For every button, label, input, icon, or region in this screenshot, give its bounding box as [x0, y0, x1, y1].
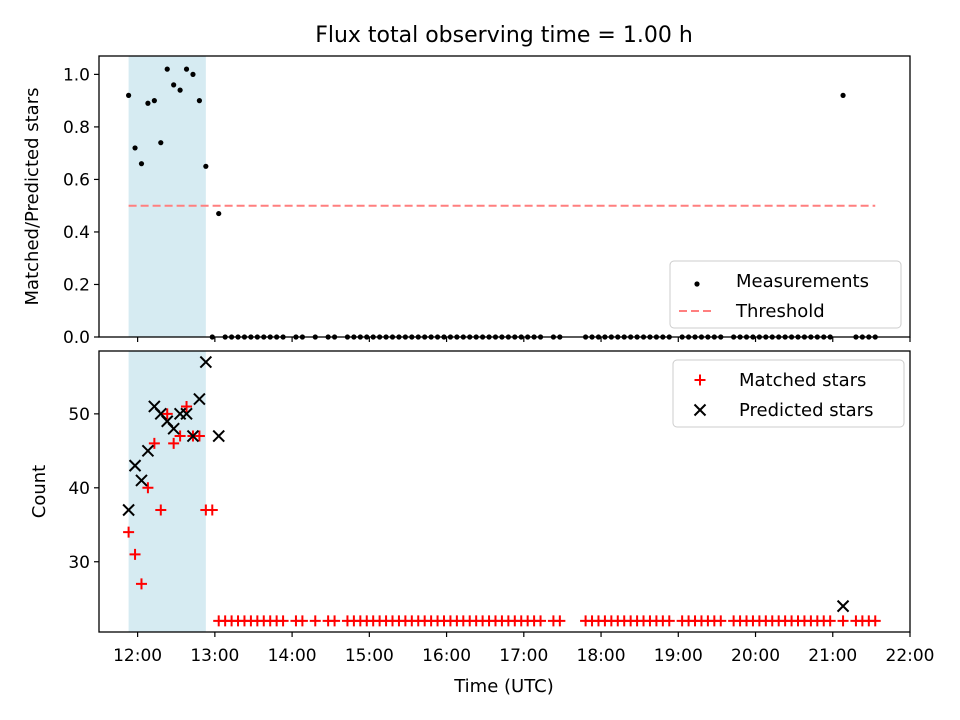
data-point	[824, 615, 836, 627]
data-point	[138, 161, 145, 167]
y-tick-label: 50	[68, 405, 90, 425]
legend-swatch	[694, 374, 706, 386]
data-point	[158, 140, 164, 146]
data-point	[277, 615, 289, 627]
data-point	[142, 482, 154, 494]
x-tick-label: 14:00	[268, 646, 317, 666]
data-point	[145, 100, 151, 106]
y-axis-label: Matched/Predicted stars	[22, 88, 43, 306]
data-point	[177, 87, 183, 93]
y-tick-label: 0.2	[63, 275, 90, 295]
data-point	[183, 66, 190, 72]
y-tick-label: 1.0	[63, 65, 90, 85]
data-point	[135, 578, 147, 590]
data-point	[212, 429, 225, 443]
x-tick-label: 21:00	[808, 646, 857, 666]
data-point	[196, 98, 203, 104]
data-point	[128, 459, 142, 472]
data-point	[155, 504, 167, 516]
legend-swatch	[693, 403, 707, 417]
y-tick-label: 0.4	[63, 223, 90, 243]
legend: Matched stars Predicted stars	[672, 359, 905, 428]
data-point	[126, 92, 132, 98]
observing-window-span	[128, 56, 206, 337]
series-predicted-stars	[122, 355, 850, 613]
data-point	[296, 615, 308, 627]
x-tick-label: 20:00	[731, 646, 780, 666]
x-tick-label: 12:00	[113, 646, 162, 666]
data-point	[180, 407, 193, 421]
count-panel: 30 40 50 12:00 13:00 14:00 15:00 16:00 17:00 18:0…	[29, 350, 935, 666]
x-tick-label: 19:00	[654, 646, 703, 666]
legend-box	[669, 260, 902, 329]
plot-frame	[98, 350, 911, 633]
data-point	[123, 526, 135, 538]
legend-box	[672, 359, 905, 428]
data-point	[151, 98, 157, 104]
data-point	[836, 599, 850, 613]
data-point	[554, 615, 566, 627]
data-point	[663, 615, 675, 627]
x-tick-label: 16:00	[422, 646, 471, 666]
data-point	[190, 71, 196, 77]
y-tick-label: 0.6	[63, 170, 90, 190]
data-point	[715, 615, 727, 627]
y-tick-label: 40	[68, 479, 90, 499]
data-point	[186, 429, 200, 443]
x-axis-label: Time (UTC)	[453, 676, 554, 697]
data-point	[161, 408, 173, 420]
ratio-panel: 0.0 0.2 0.4 0.6 0.8 1.0 Matched/Predicted star…	[22, 55, 911, 348]
data-point	[309, 615, 321, 627]
data-point	[122, 503, 135, 517]
y-tick-label: 0.8	[63, 118, 90, 138]
data-point	[193, 392, 206, 406]
data-point	[837, 615, 849, 627]
x-tick-label: 15:00	[345, 646, 394, 666]
data-point	[132, 145, 138, 151]
observing-window-span	[128, 351, 206, 632]
x-tick-label: 13:00	[190, 646, 239, 666]
data-point	[840, 92, 846, 98]
data-point	[216, 210, 222, 217]
data-point	[164, 66, 170, 72]
legend-label: Predicted stars	[739, 400, 873, 421]
legend: Measurements Threshold	[669, 260, 902, 329]
series-matched-stars	[123, 400, 881, 627]
chart-title: Flux total observing time = 1.00 h	[315, 23, 693, 48]
data-point	[206, 504, 218, 516]
data-point	[129, 548, 141, 560]
data-point	[203, 163, 209, 169]
legend-label: Threshold	[735, 301, 825, 322]
y-tick-label: 0.0	[63, 328, 90, 348]
data-point	[141, 444, 155, 458]
x-tick-label: 17:00	[499, 646, 548, 666]
y-axis-label: Count	[29, 465, 50, 518]
x-tick-label: 22:00	[886, 646, 935, 666]
data-point	[167, 422, 180, 435]
legend-label: Matched stars	[739, 370, 866, 391]
legend-label: Measurements	[736, 271, 869, 292]
data-point	[535, 615, 547, 627]
data-point	[181, 400, 193, 412]
data-point	[148, 437, 160, 449]
data-point	[193, 430, 205, 442]
data-point	[869, 615, 881, 627]
data-point	[135, 474, 148, 487]
legend-swatch	[694, 281, 700, 287]
data-point	[199, 355, 213, 369]
data-point	[171, 82, 177, 88]
data-point	[329, 615, 341, 627]
plot-frame	[98, 55, 911, 338]
x-tick-label: 18:00	[577, 646, 626, 666]
data-point	[168, 437, 180, 449]
y-tick-label: 30	[68, 553, 90, 573]
data-point	[174, 430, 186, 442]
